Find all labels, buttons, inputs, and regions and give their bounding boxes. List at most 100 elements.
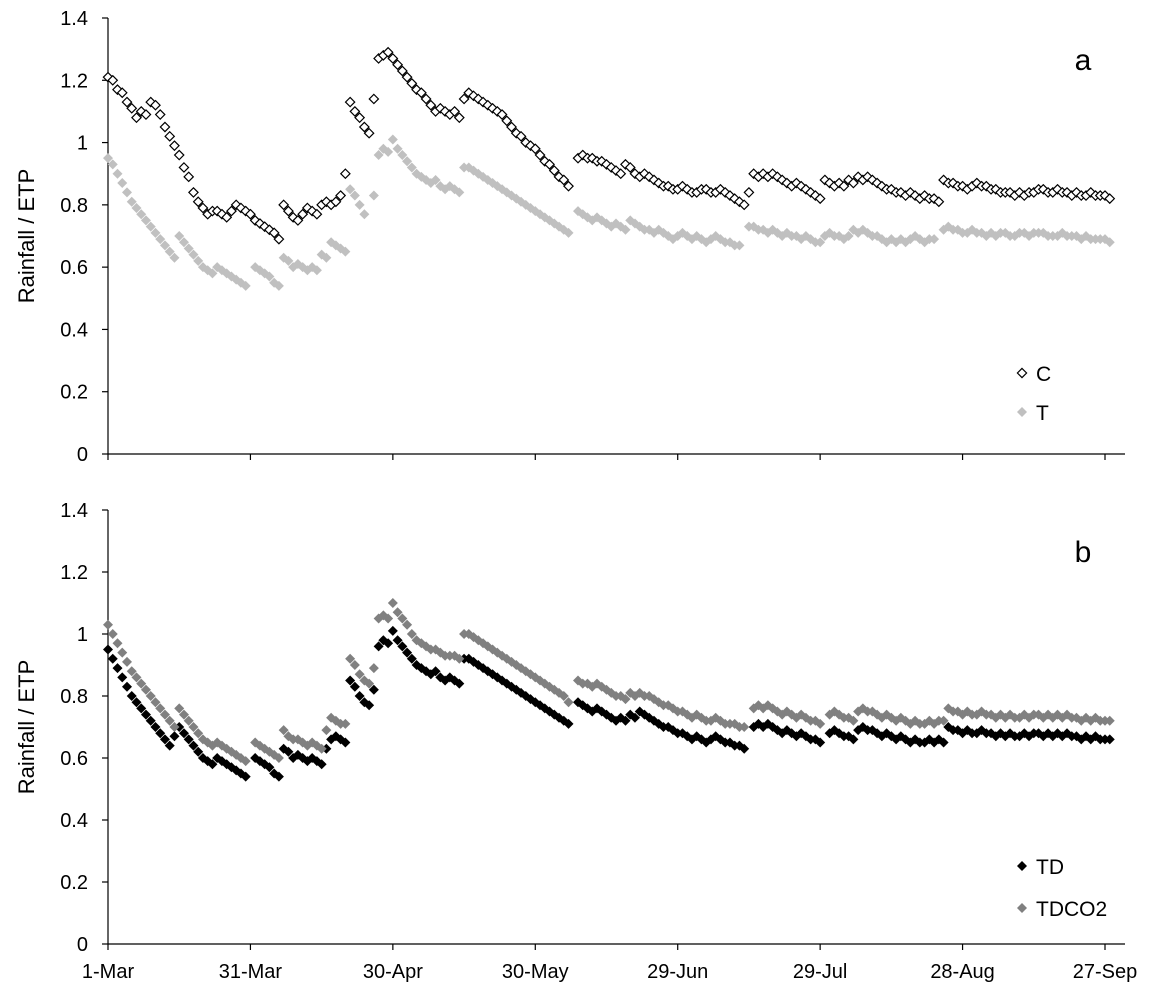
data-point — [145, 221, 156, 232]
data-point — [107, 74, 119, 86]
data-point — [439, 105, 451, 117]
data-point — [159, 121, 171, 133]
data-point — [121, 681, 132, 692]
data-point — [188, 722, 199, 732]
data-point — [121, 187, 132, 198]
data-point — [321, 725, 332, 736]
data-point — [345, 653, 356, 664]
chart-panel-a: 0 0.2 0.4 0.6 0.8 1 1.2 1.4 Rainfall / ETP a CT — [14, 8, 1125, 466]
data-point — [121, 656, 132, 667]
data-point — [273, 753, 284, 763]
data-point — [311, 208, 323, 220]
data-point — [273, 233, 285, 245]
data-point — [135, 105, 147, 117]
data-point — [368, 684, 379, 695]
data-point — [221, 211, 233, 223]
data-point — [282, 205, 294, 217]
y-tick-label: 1 — [77, 624, 88, 646]
data-point — [734, 240, 745, 251]
data-point — [297, 208, 309, 220]
y-tick-label: 1 — [77, 133, 88, 155]
panel-label: b — [1075, 536, 1092, 569]
data-point — [136, 678, 147, 689]
data-point — [396, 65, 408, 77]
data-point — [339, 168, 351, 180]
data-point — [815, 737, 826, 748]
data-point — [283, 255, 294, 266]
data-point — [681, 183, 693, 195]
data-point — [278, 199, 290, 211]
data-point — [620, 224, 631, 235]
data-point — [340, 246, 351, 257]
data-point — [140, 709, 151, 720]
data-point — [368, 190, 379, 201]
data-point — [107, 159, 118, 170]
data-point — [183, 734, 194, 745]
y-tick-label: 1.2 — [60, 70, 88, 92]
data-point — [340, 737, 351, 748]
y-tick-label: 0.8 — [60, 195, 88, 217]
data-point — [402, 619, 413, 630]
data-point — [577, 149, 589, 161]
data-point — [615, 168, 627, 180]
data-point — [159, 709, 170, 720]
data-point — [904, 186, 916, 198]
data-point — [273, 771, 284, 782]
data-point — [866, 174, 878, 186]
data-point — [240, 205, 252, 217]
data-point — [729, 193, 741, 205]
data-point — [1004, 186, 1016, 198]
legend-entry: T — [1017, 402, 1049, 425]
data-point — [197, 202, 209, 214]
data-point — [529, 143, 541, 155]
data-point — [402, 647, 413, 658]
data-point — [264, 762, 275, 773]
data-point — [420, 93, 432, 105]
data-point — [980, 180, 992, 192]
legend-label: TD — [1036, 856, 1064, 879]
data-point — [311, 265, 322, 276]
data-point — [131, 112, 142, 124]
data-point — [254, 218, 266, 229]
data-point — [491, 105, 503, 117]
data-point — [643, 171, 655, 183]
data-point — [458, 93, 470, 105]
data-point — [852, 171, 864, 183]
series-TD — [103, 625, 1115, 782]
x-tick-label: 30-May — [502, 961, 569, 983]
data-point — [938, 174, 950, 186]
data-point — [501, 115, 513, 127]
x-tick-label: 27-Sep — [1073, 961, 1138, 983]
data-point — [790, 177, 802, 189]
data-point — [316, 759, 327, 770]
data-point — [383, 613, 394, 624]
chart-panel-b: 0 0.2 0.4 0.6 0.8 1 1.2 1.4 1-Mar 31-Mar 30-Apr 30-… — [14, 500, 1137, 983]
data-point — [620, 694, 631, 705]
data-point — [164, 246, 175, 257]
data-point — [225, 205, 237, 217]
y-tick-label: 0.8 — [60, 686, 88, 708]
data-point — [714, 183, 726, 195]
data-point — [700, 183, 712, 195]
data-point — [781, 177, 793, 189]
data-point — [136, 703, 147, 714]
data-point — [401, 71, 413, 83]
data-point — [1061, 186, 1073, 198]
data-point — [397, 613, 408, 624]
data-point — [140, 215, 151, 226]
data-point — [131, 202, 142, 213]
data-point — [938, 715, 949, 726]
data-point — [103, 153, 113, 164]
y-axis-label: Rainfall / ETP — [14, 169, 39, 304]
x-tick-label: 29-Jun — [647, 961, 708, 983]
data-point — [843, 231, 854, 241]
data-point — [193, 728, 204, 739]
data-point — [739, 722, 750, 732]
data-point — [340, 718, 351, 729]
legend-marker — [1017, 903, 1027, 913]
y-tick-label: 0.2 — [60, 382, 88, 404]
y-tick-label: 1.4 — [60, 500, 88, 522]
data-point — [776, 174, 788, 186]
data-point — [392, 59, 404, 71]
data-point — [383, 638, 394, 649]
